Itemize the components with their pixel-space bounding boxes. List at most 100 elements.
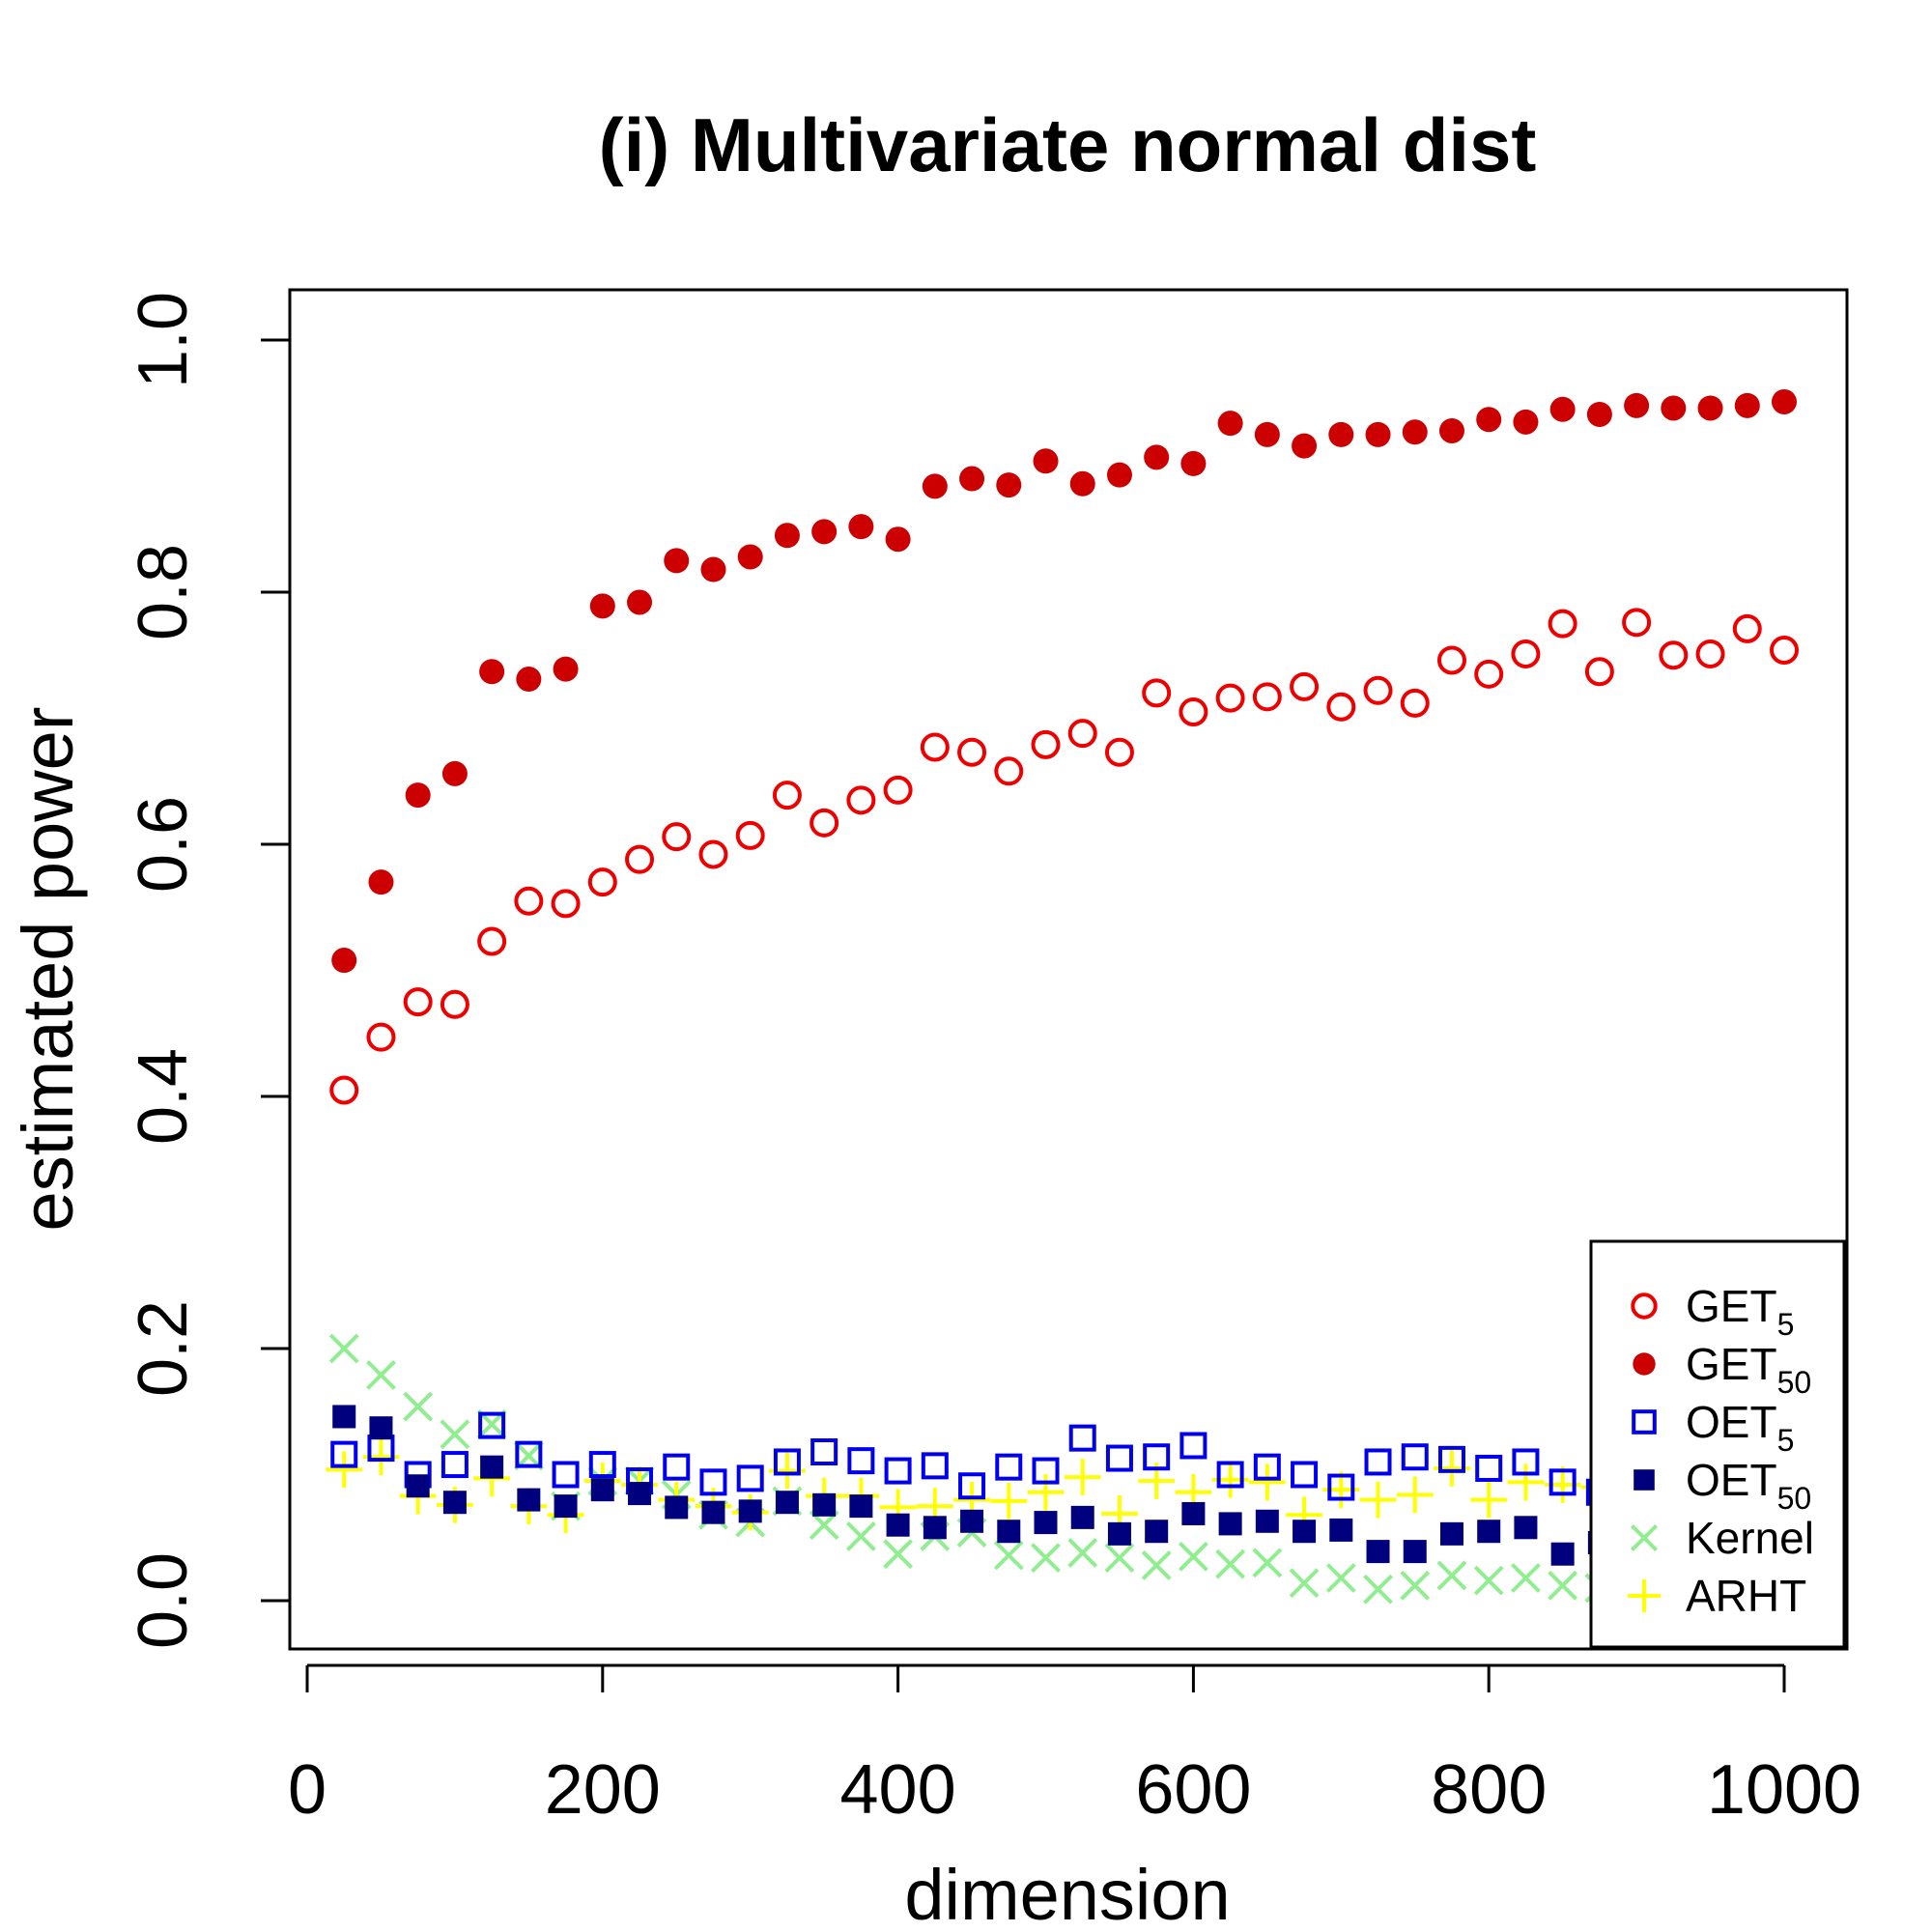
data-point [772,781,802,810]
data-point [479,659,505,685]
data-point [1473,1565,1504,1596]
series-arht [326,1438,1803,1534]
y-tick-label: 0.2 [125,1300,202,1397]
data-point [1215,1548,1246,1579]
x-tick-label: 0 [288,1751,327,1829]
data-point [1507,1463,1545,1501]
data-point [662,822,692,852]
data-point [1548,1570,1578,1601]
data-point [958,1472,986,1500]
data-point [884,1457,912,1485]
data-point [515,1440,543,1468]
data-point [1659,640,1689,670]
data-point [1145,1520,1169,1544]
data-point [1070,1505,1094,1529]
data-point [1363,675,1393,705]
data-point [812,1492,837,1517]
data-point [993,1540,1024,1571]
data-point [1179,696,1208,726]
data-point [1141,1550,1172,1580]
legend-label: GET50 [1686,1339,1811,1400]
data-point [1252,682,1282,712]
data-point [1396,1476,1434,1514]
data-point [1512,1448,1540,1476]
x-tick-label: 200 [545,1751,661,1829]
data-point [1695,639,1725,668]
legend-label: Kernel [1686,1513,1814,1563]
legend-label: OET50 [1686,1455,1811,1516]
legend-label: GET5 [1686,1281,1794,1342]
x-tick-label: 600 [1135,1751,1251,1829]
data-point [403,987,433,1017]
legend-marker [1633,1352,1656,1376]
data-point [1359,1481,1397,1519]
y-tick-label: 1.0 [125,292,202,388]
data-point [1400,688,1430,718]
data-point [1470,1481,1508,1519]
data-point [737,544,763,570]
plot-frame [288,288,1849,1651]
data-point [1436,645,1466,675]
data-point [1031,1543,1061,1574]
data-point [1292,433,1318,459]
data-point [849,1494,873,1519]
data-point [1474,659,1504,689]
data-point [960,1509,984,1533]
data-point [665,1495,689,1520]
data-point [883,775,913,805]
data-point [1734,392,1760,418]
data-point [957,737,987,767]
data-point [517,1488,541,1512]
data-point [516,667,542,693]
data-point [480,1455,504,1479]
data-point [1253,1453,1281,1481]
data-point [847,1447,875,1475]
data-point [1291,1461,1319,1489]
data-point [845,1521,876,1551]
data-point [1437,1445,1465,1473]
data-point [1549,396,1576,422]
data-point [1476,407,1502,433]
data-point [478,1411,506,1439]
data-point [664,548,690,574]
data-point [1363,1574,1393,1605]
data-point [1364,1448,1392,1476]
data-point [1327,1473,1355,1501]
data-point [628,1482,652,1506]
data-point [810,1438,838,1466]
data-point [328,1333,359,1364]
data-points [326,388,1803,1605]
legend-marker [1632,1409,1657,1435]
series-oet50 [332,1405,1796,1566]
data-point [1770,636,1799,666]
data-point [1032,1457,1060,1485]
data-point [885,526,911,553]
data-point [1217,411,1243,437]
legend-label: ARHT [1686,1571,1806,1621]
data-point [959,466,985,492]
data-point [1548,1468,1577,1496]
data-point [1661,395,1687,421]
data-point [1069,470,1095,497]
data-point [1584,657,1614,687]
data-point [886,1513,910,1537]
data-point [477,926,507,956]
data-point [1550,1542,1575,1566]
x-axis-label: dimension [904,1855,1230,1932]
data-point [1290,671,1320,701]
data-point [588,1451,616,1479]
data-point [1511,639,1541,668]
data-point [1403,1540,1427,1564]
data-point [1732,613,1762,643]
x-axis: 0 200 400 600 800 1000 [288,1663,1861,1829]
data-point [1514,1516,1538,1540]
data-point [1067,1537,1098,1568]
data-point [699,1468,727,1496]
data-point [1475,1454,1503,1482]
data-point [1477,1520,1501,1544]
data-point [440,989,469,1019]
data-point [848,514,874,540]
data-point [1329,1518,1353,1542]
data-point [551,889,581,919]
data-point [1178,1541,1208,1572]
